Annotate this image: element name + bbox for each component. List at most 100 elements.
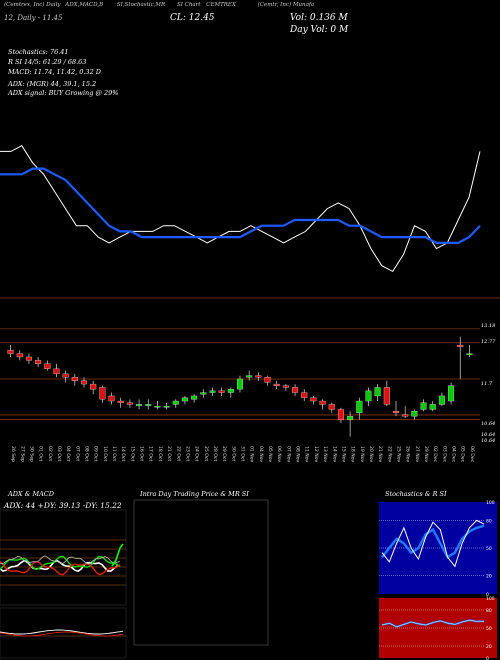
stochastic-tick-label: 50: [486, 546, 492, 552]
date-tick-label: 29 Nov: [423, 446, 429, 463]
candle-panel: [0, 328, 480, 437]
candle-body: [457, 344, 464, 347]
candle-body: [25, 356, 32, 361]
intraday-box: [133, 499, 269, 646]
stochastic-tick-label: 100: [486, 500, 495, 506]
candle-body: [145, 404, 152, 406]
date-tick-label: 04 Oct: [65, 446, 71, 461]
candle-body: [227, 389, 234, 393]
level-label-top: 12.77: [481, 339, 496, 345]
candle-body: [411, 411, 418, 417]
candle-body: [209, 390, 216, 393]
date-tick-label: 09 Oct: [93, 446, 99, 461]
date-tick-label: 08 Nov: [295, 446, 301, 463]
header-part: (Cemtrex, Inc) Daily: [4, 2, 61, 8]
date-tick-label: 04 Nov: [258, 446, 264, 463]
adx-values: ADX: 44 +DY: 39.13 -DY: 15.22: [4, 501, 122, 510]
candle-body: [200, 392, 207, 395]
rsi-tick-label: 0: [486, 656, 489, 660]
moving-average-line: [0, 167, 481, 244]
candle-body: [402, 414, 409, 417]
header-part: CEMTREX: [206, 2, 236, 8]
adx-reading: ADX: (MGR) 44, 39.1, 15.2: [8, 80, 97, 88]
date-tick-label: 01 Nov: [249, 446, 255, 463]
candle-body: [264, 377, 271, 383]
stochastic-tick-label: 80: [486, 518, 492, 524]
candle-body: [273, 383, 280, 386]
adx-panel-label: ADX & MACD: [8, 490, 54, 498]
candle-body: [181, 397, 188, 402]
candle-body: [292, 387, 299, 393]
date-tick-label: 03 Dec: [441, 446, 447, 463]
date-tick-label: 05 Nov: [267, 446, 273, 463]
adx-macd-panel: [0, 509, 127, 659]
adx-signal: ADX signal: BUY Growing @ 29%: [8, 89, 119, 97]
candle-body: [383, 387, 390, 405]
date-tick-label: 27 Nov: [414, 446, 420, 463]
date-tick-label: 06 Nov: [276, 446, 282, 463]
candle-body: [466, 353, 473, 355]
level-label-low2: 10.64: [481, 432, 496, 438]
candle-body: [420, 402, 427, 410]
candle-body: [365, 390, 372, 402]
candle-body: [282, 385, 289, 388]
candle-body: [44, 363, 51, 369]
date-tick-label: 25 Nov: [396, 446, 402, 463]
candle-body: [117, 400, 124, 403]
date-tick-label: 21 Nov: [377, 446, 383, 463]
rsi-line-highlight: [381, 619, 484, 628]
date-tick-label: 15 Nov: [340, 446, 346, 463]
date-tick-label: 01 Oct: [38, 446, 44, 461]
candle-body: [136, 404, 143, 406]
rsi-tick-label: 80: [486, 608, 492, 614]
level-label-low1: 10.64: [481, 421, 496, 427]
stochastics-reading: Stochastics: 76.41: [8, 48, 69, 56]
minus-di-line: [0, 560, 121, 576]
candle-body: [53, 368, 60, 375]
header-part: (Cemtr, Inc) Munafa: [257, 2, 315, 8]
candle-body: [99, 387, 106, 400]
date-tick-label: 19 Nov: [359, 446, 365, 463]
date-tick-label: 18 Oct: [157, 446, 163, 461]
macd-box: [0, 607, 127, 659]
header-part: ADX,MACD,B: [65, 2, 104, 8]
header-part: SI,Stochastic,MR: [116, 2, 166, 8]
date-tick-label: 23 Oct: [184, 446, 190, 461]
candle-body: [108, 395, 115, 402]
candle-body: [7, 350, 14, 354]
date-tick-label: 29 Oct: [221, 446, 227, 461]
date-tick-label: 20 Nov: [368, 446, 374, 463]
candle-body: [429, 404, 436, 410]
adx-spike: [111, 543, 124, 567]
candle-body: [319, 400, 326, 405]
candle-body: [301, 392, 308, 398]
rsi-panel: 100 80 50 20 0: [379, 596, 497, 660]
date-tick-label: 26 Nov: [405, 446, 411, 463]
candle-body: [356, 400, 363, 414]
date-tick-label: 24 Oct: [194, 446, 200, 461]
candle-body: [337, 409, 344, 420]
date-tick-label: 11 Oct: [111, 446, 117, 461]
stochastic-panel-label: Stochastics & R SI: [385, 490, 447, 498]
moving-average-panel: [0, 145, 500, 299]
candle-body: [126, 402, 133, 405]
date-tick-label: 16 Oct: [139, 446, 145, 461]
date-tick-label: 13 Nov: [322, 446, 328, 463]
date-tick-label: 26 Sep: [10, 446, 16, 462]
stochastic-panel: 100 80 50 20 0: [379, 500, 497, 598]
date-tick-label: 27 Sep: [19, 446, 25, 462]
date-tick-label: 15 Oct: [129, 446, 135, 461]
date-tick-label: 31 Oct: [240, 446, 246, 461]
date-tick-label: 14 Nov: [331, 446, 337, 463]
candle-body: [172, 400, 179, 405]
intraday-panel: [133, 499, 269, 646]
date-tick-label: 05 Dec: [460, 446, 466, 463]
candle-body: [154, 405, 161, 408]
date-tick-label: 21 Oct: [166, 446, 172, 461]
rsi-tick-label: 20: [486, 644, 492, 650]
header-part: SI Chart: [176, 2, 201, 8]
date-tick-label: 12 Nov: [313, 446, 319, 463]
level-label-mid: 11.7: [481, 381, 493, 387]
candle-body: [81, 380, 87, 385]
